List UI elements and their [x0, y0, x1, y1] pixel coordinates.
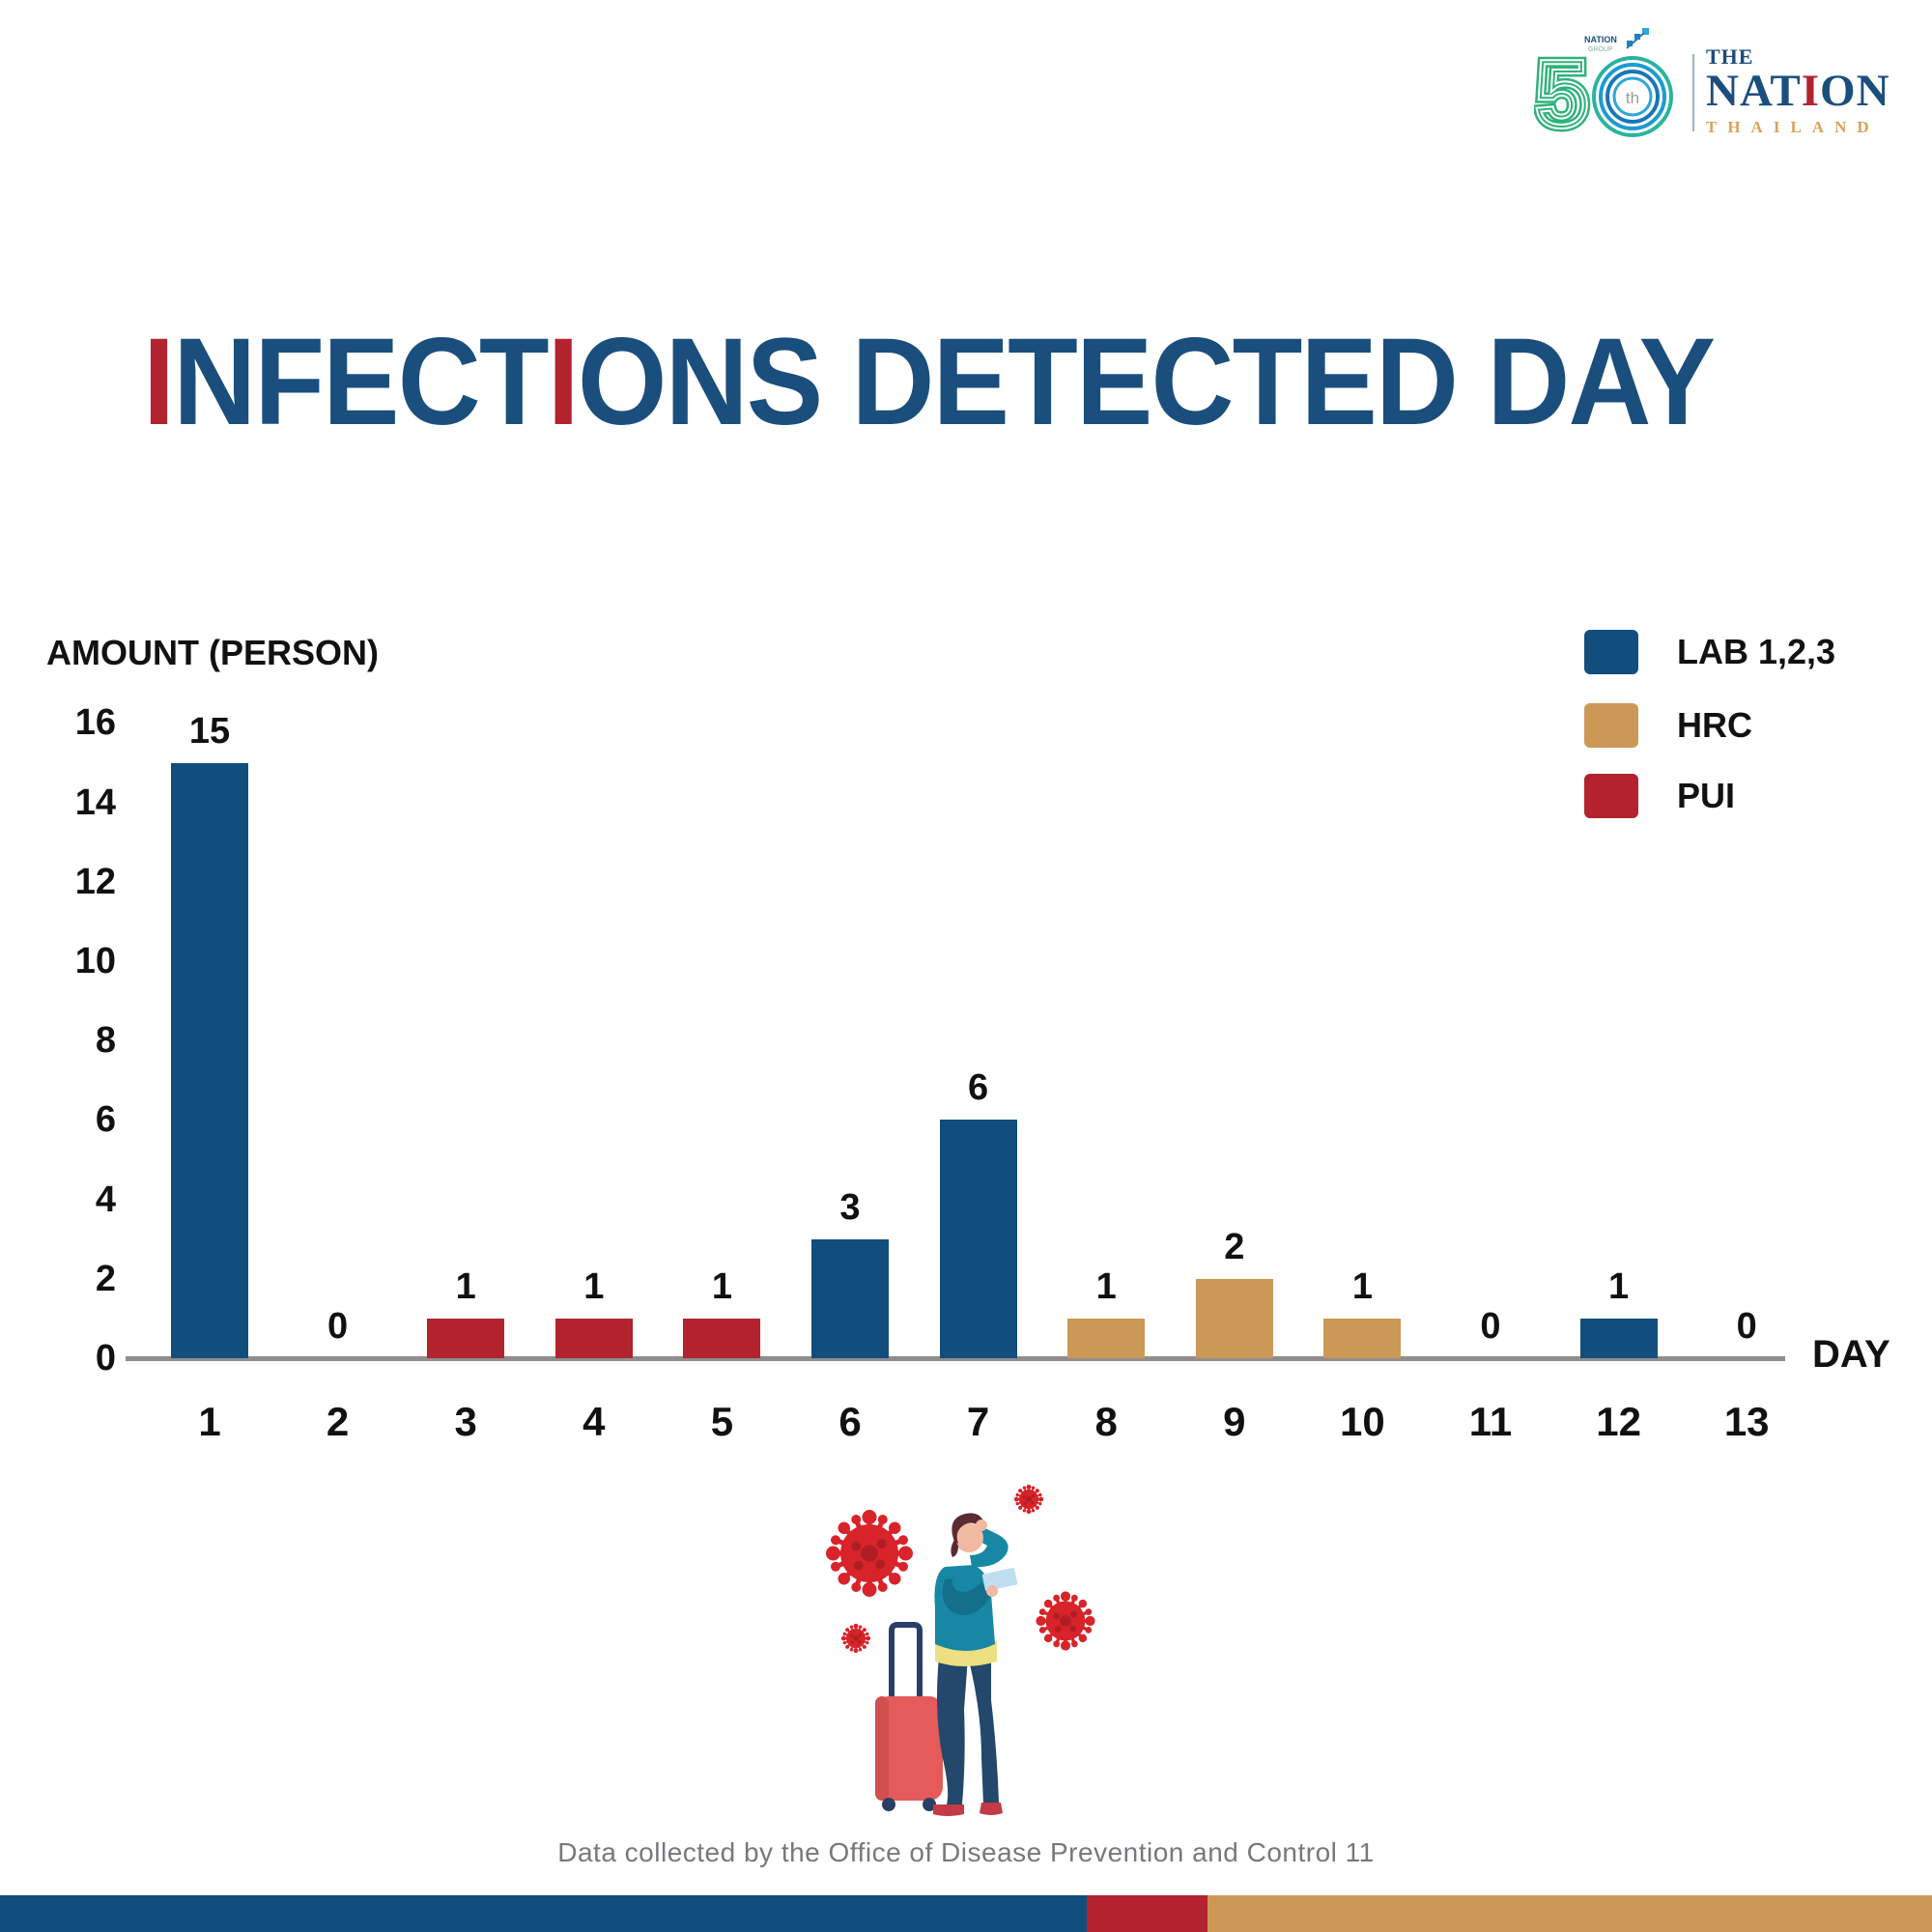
- bar-value-label: 3: [839, 1186, 861, 1228]
- title-red-letter: I: [143, 312, 175, 451]
- svg-text:5: 5: [1536, 43, 1587, 145]
- bar-day-8: [1067, 1318, 1146, 1358]
- x-axis-line: [126, 1356, 1785, 1361]
- legend-label: PUI: [1677, 776, 1736, 815]
- bar-value-label: 1: [711, 1265, 732, 1307]
- bar-value-label: 15: [188, 710, 231, 752]
- bar-value-label: 1: [1351, 1265, 1373, 1307]
- x-axis-title: DAY: [1812, 1333, 1890, 1376]
- data-source-note: Data collected by the Office of Disease …: [557, 1837, 1375, 1867]
- y-axis-tick: 6: [95, 1099, 116, 1141]
- bar-value-label: 1: [1095, 1265, 1117, 1307]
- bar-value-label: 0: [327, 1306, 349, 1347]
- nation-masthead: THE NATION THAILAND: [1706, 46, 1890, 140]
- masthead-the: THE: [1706, 44, 1754, 69]
- x-axis-tick: 3: [454, 1399, 477, 1444]
- 50th-anniversary-logo-icon: NATION GROUP 5 5 5 th: [1534, 28, 1673, 146]
- x-axis-tick: 2: [326, 1399, 350, 1444]
- x-axis-tick: 12: [1596, 1399, 1641, 1444]
- bar-day-7: [939, 1120, 1017, 1358]
- bar-value-label: 1: [1608, 1265, 1630, 1307]
- bar-day-5: [683, 1318, 761, 1358]
- coronavirus-icon: [840, 1623, 871, 1654]
- bar-day-9: [1195, 1278, 1273, 1358]
- bar-day-12: [1579, 1318, 1658, 1358]
- anniversary-0: th: [1592, 56, 1673, 137]
- coronavirus-icon: [1013, 1484, 1044, 1515]
- x-axis-tick: 1: [198, 1399, 221, 1444]
- page-title: INFECTIONS DETECTED DAY: [143, 320, 1716, 444]
- x-axis-tick: 11: [1468, 1399, 1513, 1444]
- y-axis-title: AMOUNT (PERSON): [46, 633, 379, 672]
- logo-divider: [1692, 54, 1694, 131]
- bar-value-label: 1: [455, 1265, 476, 1307]
- anniversary-5: 5 5 5: [1534, 38, 1593, 146]
- bar-day-4: [554, 1318, 633, 1358]
- nation-group-label: NATION: [1584, 35, 1617, 44]
- title-red-letter: I: [547, 312, 580, 451]
- legend-swatch: [1584, 774, 1638, 818]
- legend-label: HRC: [1677, 705, 1752, 745]
- bar-day-1: [171, 762, 248, 1358]
- bottom-bar-segment: [0, 1895, 1087, 1932]
- masthead-thailand: THAILAND: [1706, 118, 1880, 137]
- y-axis-tick: 10: [74, 941, 116, 981]
- svg-text:5: 5: [1536, 43, 1587, 145]
- bar-value-label: 2: [1224, 1226, 1245, 1267]
- legend-swatch: [1584, 630, 1638, 674]
- y-axis-tick: 2: [95, 1258, 116, 1299]
- sick-traveler-illustration: [792, 1484, 1097, 1816]
- y-axis-tick: 14: [74, 781, 116, 823]
- bar-value-label: 0: [1736, 1306, 1757, 1347]
- x-axis-tick: 13: [1723, 1399, 1770, 1444]
- y-axis-tick: 4: [95, 1179, 116, 1220]
- title-text: ONS DETECTED DAY: [577, 312, 1716, 451]
- x-axis-tick: 8: [1094, 1399, 1118, 1444]
- svg-text:GROUP: GROUP: [1588, 46, 1613, 53]
- legend-label: LAB 1,2,3: [1677, 632, 1836, 671]
- bottom-color-bar: [0, 1895, 1932, 1932]
- coronavirus-icon: [1034, 1589, 1097, 1653]
- bar-value-label: 0: [1480, 1306, 1501, 1347]
- x-axis-tick: 5: [710, 1399, 734, 1444]
- bottom-bar-segment: [1087, 1895, 1208, 1932]
- y-axis-tick: 0: [95, 1338, 116, 1378]
- x-axis-tick: 7: [966, 1399, 990, 1444]
- suitcase: [875, 1622, 943, 1811]
- bottom-bar-segment: [1208, 1895, 1932, 1932]
- legend-item-hrc: HRC: [1584, 702, 1752, 749]
- y-axis-tick: 16: [74, 702, 116, 744]
- publisher-logo: NATION GROUP 5 5 5 th THE NAT: [1534, 27, 1901, 153]
- masthead-nation: NATION: [1706, 66, 1890, 116]
- legend-swatch: [1584, 703, 1638, 748]
- svg-text:5: 5: [1536, 43, 1587, 145]
- legend-item-lab-1-2-3: LAB 1,2,3: [1584, 629, 1835, 675]
- x-axis-tick: 10: [1340, 1399, 1385, 1444]
- bar-day-10: [1323, 1318, 1402, 1358]
- coronavirus-icon: [826, 1510, 913, 1597]
- bar-day-3: [427, 1318, 505, 1358]
- y-axis-tick: 12: [74, 861, 116, 902]
- x-axis-tick: 4: [582, 1399, 606, 1444]
- y-axis-tick: 8: [95, 1020, 116, 1062]
- title-text: NFECT: [173, 312, 549, 451]
- masthead-red-i: I: [1801, 66, 1821, 116]
- x-axis-tick: 6: [838, 1399, 862, 1444]
- x-axis-tick: 9: [1223, 1399, 1246, 1444]
- bar-day-6: [811, 1238, 889, 1358]
- bar-value-label: 1: [583, 1265, 605, 1307]
- sick-traveler-figure: [933, 1513, 1018, 1816]
- legend-item-pui: PUI: [1584, 773, 1735, 819]
- anniversary-th-label: th: [1626, 89, 1639, 107]
- bar-value-label: 6: [968, 1067, 989, 1109]
